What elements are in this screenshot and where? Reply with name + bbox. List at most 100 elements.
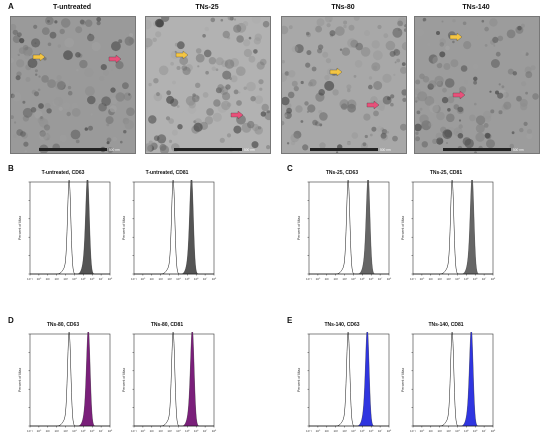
x-tick-label: 10³	[167, 277, 171, 281]
x-tick-label: 10²	[437, 429, 441, 433]
scale-bar-label: 500 nm	[513, 148, 524, 152]
vesicle-particle	[195, 82, 201, 89]
vesicle-particle	[360, 47, 371, 57]
vesicle-particle	[123, 92, 132, 101]
histogram-title: TNs-80, CD63	[46, 322, 80, 328]
vesicle-particle	[324, 74, 330, 81]
vesicle-particle	[222, 30, 230, 39]
vesicle-particle	[519, 127, 524, 133]
vesicle-particle	[47, 19, 50, 23]
vesicle-particle	[422, 76, 430, 83]
vesicle-particle	[243, 48, 252, 58]
vesicle-particle	[319, 112, 328, 121]
vesicle-particle	[233, 125, 242, 134]
vesicle-particle	[389, 50, 396, 57]
x-tick-label: 10⁸	[491, 277, 496, 281]
yellow-arrow-icon	[329, 67, 343, 77]
vesicle-particle	[115, 92, 125, 102]
vesicle-particle	[456, 130, 459, 134]
vesicle-particle	[84, 86, 95, 97]
vesicle-particle	[343, 20, 348, 25]
vesicle-particle	[39, 130, 46, 137]
vesicle-particle	[193, 122, 203, 132]
pink-arrow-icon	[230, 110, 244, 120]
vesicle-particle	[521, 81, 527, 87]
scale-bar	[443, 148, 511, 151]
vesicle-particle	[47, 79, 56, 88]
vesicle-particle	[495, 90, 499, 95]
vesicle-particle	[197, 65, 200, 68]
histogram-plot: 10⁻¹ 10⁰ 10¹ 10² 10³ 10⁴ 10⁵ 10⁶ 10⁷ 10⁸	[410, 332, 496, 433]
vesicle-particle	[318, 89, 325, 96]
vesicle-particle	[284, 114, 288, 118]
x-tick-label: 10⁸	[387, 429, 392, 433]
panel-label-a: A	[8, 2, 14, 11]
vesicle-particle	[22, 107, 33, 118]
vesicle-particle	[158, 65, 169, 76]
vesicle-particle	[203, 49, 212, 58]
vesicle-particle	[243, 86, 247, 90]
vesicle-particle	[511, 131, 515, 135]
vesicle-particle	[288, 70, 296, 78]
vesicle-particle	[148, 140, 153, 145]
vesicle-particle	[43, 124, 51, 131]
x-tick-label: 10⁶	[473, 429, 478, 433]
vesicle-particle	[436, 111, 445, 121]
histogram-plot: 10⁻¹ 10⁰ 10¹ 10² 10³ 10⁴ 10⁵ 10⁶ 10⁷ 10⁸	[131, 180, 217, 281]
vesicle-particle	[148, 115, 157, 124]
vesicle-particle	[428, 122, 433, 127]
vesicle-particle	[325, 58, 331, 64]
vesicle-particle	[266, 109, 270, 114]
vesicle-particle	[503, 101, 512, 110]
vesicle-particle	[306, 110, 309, 113]
vesicle-particle	[103, 69, 109, 76]
vesicle-particle	[427, 83, 434, 90]
vesicle-particle	[74, 95, 80, 100]
vesicle-particle	[34, 69, 38, 73]
vesicle-particle	[421, 120, 432, 131]
vesicle-particle	[177, 124, 183, 130]
vesicle-particle	[498, 83, 501, 86]
x-tick-label: 10⁻¹	[410, 429, 416, 433]
vesicle-particle	[57, 44, 61, 48]
vesicle-particle	[403, 28, 406, 32]
vesicle-particle	[442, 129, 453, 140]
vesicle-particle	[124, 36, 134, 46]
vesicle-particle	[41, 27, 50, 35]
vesicle-particle	[176, 66, 181, 70]
vesicle-particle	[432, 104, 441, 114]
vesicle-particle	[288, 25, 293, 30]
vesicle-particle	[236, 100, 242, 106]
vesicle-particle	[415, 135, 419, 142]
x-tick-label: 10⁵	[360, 429, 365, 433]
vesicle-particle	[21, 132, 28, 139]
vesicle-particle	[217, 103, 228, 113]
vesicle-particle	[354, 60, 363, 68]
vesicle-particle	[96, 21, 101, 26]
x-tick-label: 10²	[54, 429, 58, 433]
vesicle-particle	[155, 31, 162, 38]
panel-label-c: C	[287, 164, 293, 173]
scale-bar-label: 500 nm	[109, 148, 120, 152]
vesicle-particle	[436, 137, 444, 145]
vesicle-particle	[396, 58, 401, 63]
vesicle-particle	[220, 18, 224, 22]
control-histogram	[309, 180, 389, 275]
vesicle-particle	[475, 132, 485, 142]
vesicle-particle	[109, 105, 117, 113]
y-axis-label: Percent of Max	[297, 215, 301, 240]
vesicle-particle	[432, 56, 441, 65]
vesicle-particle	[462, 137, 471, 146]
x-tick-label: 10⁰	[420, 429, 425, 433]
vesicle-particle	[118, 39, 123, 44]
vesicle-particle	[439, 51, 446, 58]
vesicle-particle	[490, 59, 500, 68]
x-tick-label: 10⁰	[316, 429, 321, 433]
y-axis-label: Percent of Max	[401, 367, 405, 392]
control-histogram	[309, 332, 389, 427]
histogram-plot: 10⁻¹ 10⁰ 10¹ 10² 10³ 10⁴ 10⁵ 10⁶ 10⁷ 10⁸	[27, 180, 113, 281]
vesicle-particle	[371, 40, 380, 49]
vesicle-particle	[524, 66, 532, 74]
vesicle-particle	[230, 75, 238, 83]
vesicle-particle	[282, 25, 289, 35]
